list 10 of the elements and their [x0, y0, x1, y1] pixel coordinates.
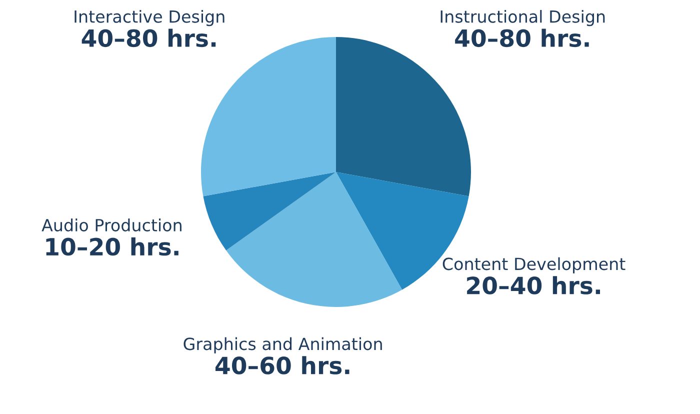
- data-label: 40–80 hrs.: [455, 28, 589, 48]
- data-label: 40–80 hrs.: [82, 28, 216, 48]
- slice-label: Interactive Design: [74, 10, 224, 26]
- data-label: 10–20 hrs.: [46, 237, 178, 256]
- slice-label: Instructional Design: [440, 10, 605, 26]
- slice-label: Audio Production: [42, 218, 182, 232]
- data-label: 20–40 hrs.: [467, 276, 600, 294]
- slice-label: Content Development: [442, 257, 626, 274]
- slice-label: Graphics and Animation: [184, 337, 382, 354]
- data-label: 40–60 hrs.: [216, 356, 350, 374]
